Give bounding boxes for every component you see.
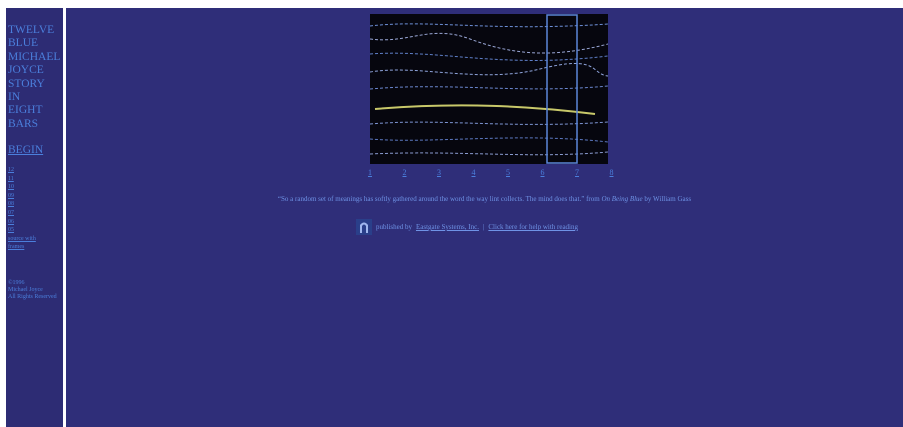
quote-book: On Being Blue	[601, 195, 642, 203]
quote-text: “So a random set of meanings has softly …	[278, 195, 584, 203]
copyright-line: All Rights Reserved	[8, 294, 57, 301]
title-line: STORY	[8, 78, 45, 91]
publisher-line: published by Eastgate Systems, Inc. | Cl…	[356, 219, 578, 235]
help-link[interactable]: Click here for help with reading	[488, 223, 578, 231]
bar-link[interactable]: 11	[8, 176, 14, 183]
bar-number-link[interactable]: 2	[399, 168, 411, 177]
title-line: JOYCE	[8, 64, 44, 77]
title-line: BLUE	[8, 37, 38, 50]
bar-number-link[interactable]: 4	[468, 168, 480, 177]
eastgate-logo[interactable]	[356, 219, 372, 235]
page: TWELVEBLUEMICHAELJOYCESTORYINEIGHTBARS B…	[0, 0, 903, 427]
title-line: BARS	[8, 118, 38, 131]
bar-link[interactable]: 06	[8, 219, 14, 226]
quote-from: from	[586, 195, 600, 203]
bar-link[interactable]: 10	[8, 184, 14, 191]
copyright-line: ©1996	[8, 280, 25, 287]
bar-number-link[interactable]: 1	[364, 168, 376, 177]
quote-author: by William Gass	[644, 195, 691, 203]
published-by: published by	[376, 223, 412, 231]
bar-link[interactable]: 08	[8, 201, 14, 208]
bar-number-link[interactable]: 5	[502, 168, 514, 177]
bar-link[interactable]: 05	[8, 227, 14, 234]
separator: |	[483, 223, 484, 231]
eastgate-link[interactable]: Eastgate Systems, Inc.	[416, 223, 479, 231]
bar-link[interactable]: 09	[8, 193, 14, 200]
bar-number-link[interactable]: 8	[606, 168, 618, 177]
bar-link[interactable]: source with	[8, 236, 36, 243]
title-line: EIGHT	[8, 104, 43, 117]
title-line: MICHAEL	[8, 51, 60, 64]
title-line: TWELVE	[8, 24, 54, 37]
story-image[interactable]	[370, 14, 608, 164]
copyright-line: Michael Joyce	[8, 287, 43, 294]
begin-link[interactable]: BEGIN	[8, 144, 43, 157]
title-line: IN	[8, 91, 20, 104]
quote: “So a random set of meanings has softly …	[66, 195, 903, 203]
bar-number-link[interactable]: 3	[433, 168, 445, 177]
bar-link[interactable]: 07	[8, 210, 14, 217]
main-pane: 1 2 3 4 5 6 7 8 “So a random set of meanings ha…	[66, 8, 903, 427]
bar-number-link[interactable]: 7	[571, 168, 583, 177]
bar-link[interactable]: 12	[8, 167, 14, 174]
bar-number-link[interactable]: 6	[537, 168, 549, 177]
bar-link[interactable]: frames	[8, 244, 24, 251]
